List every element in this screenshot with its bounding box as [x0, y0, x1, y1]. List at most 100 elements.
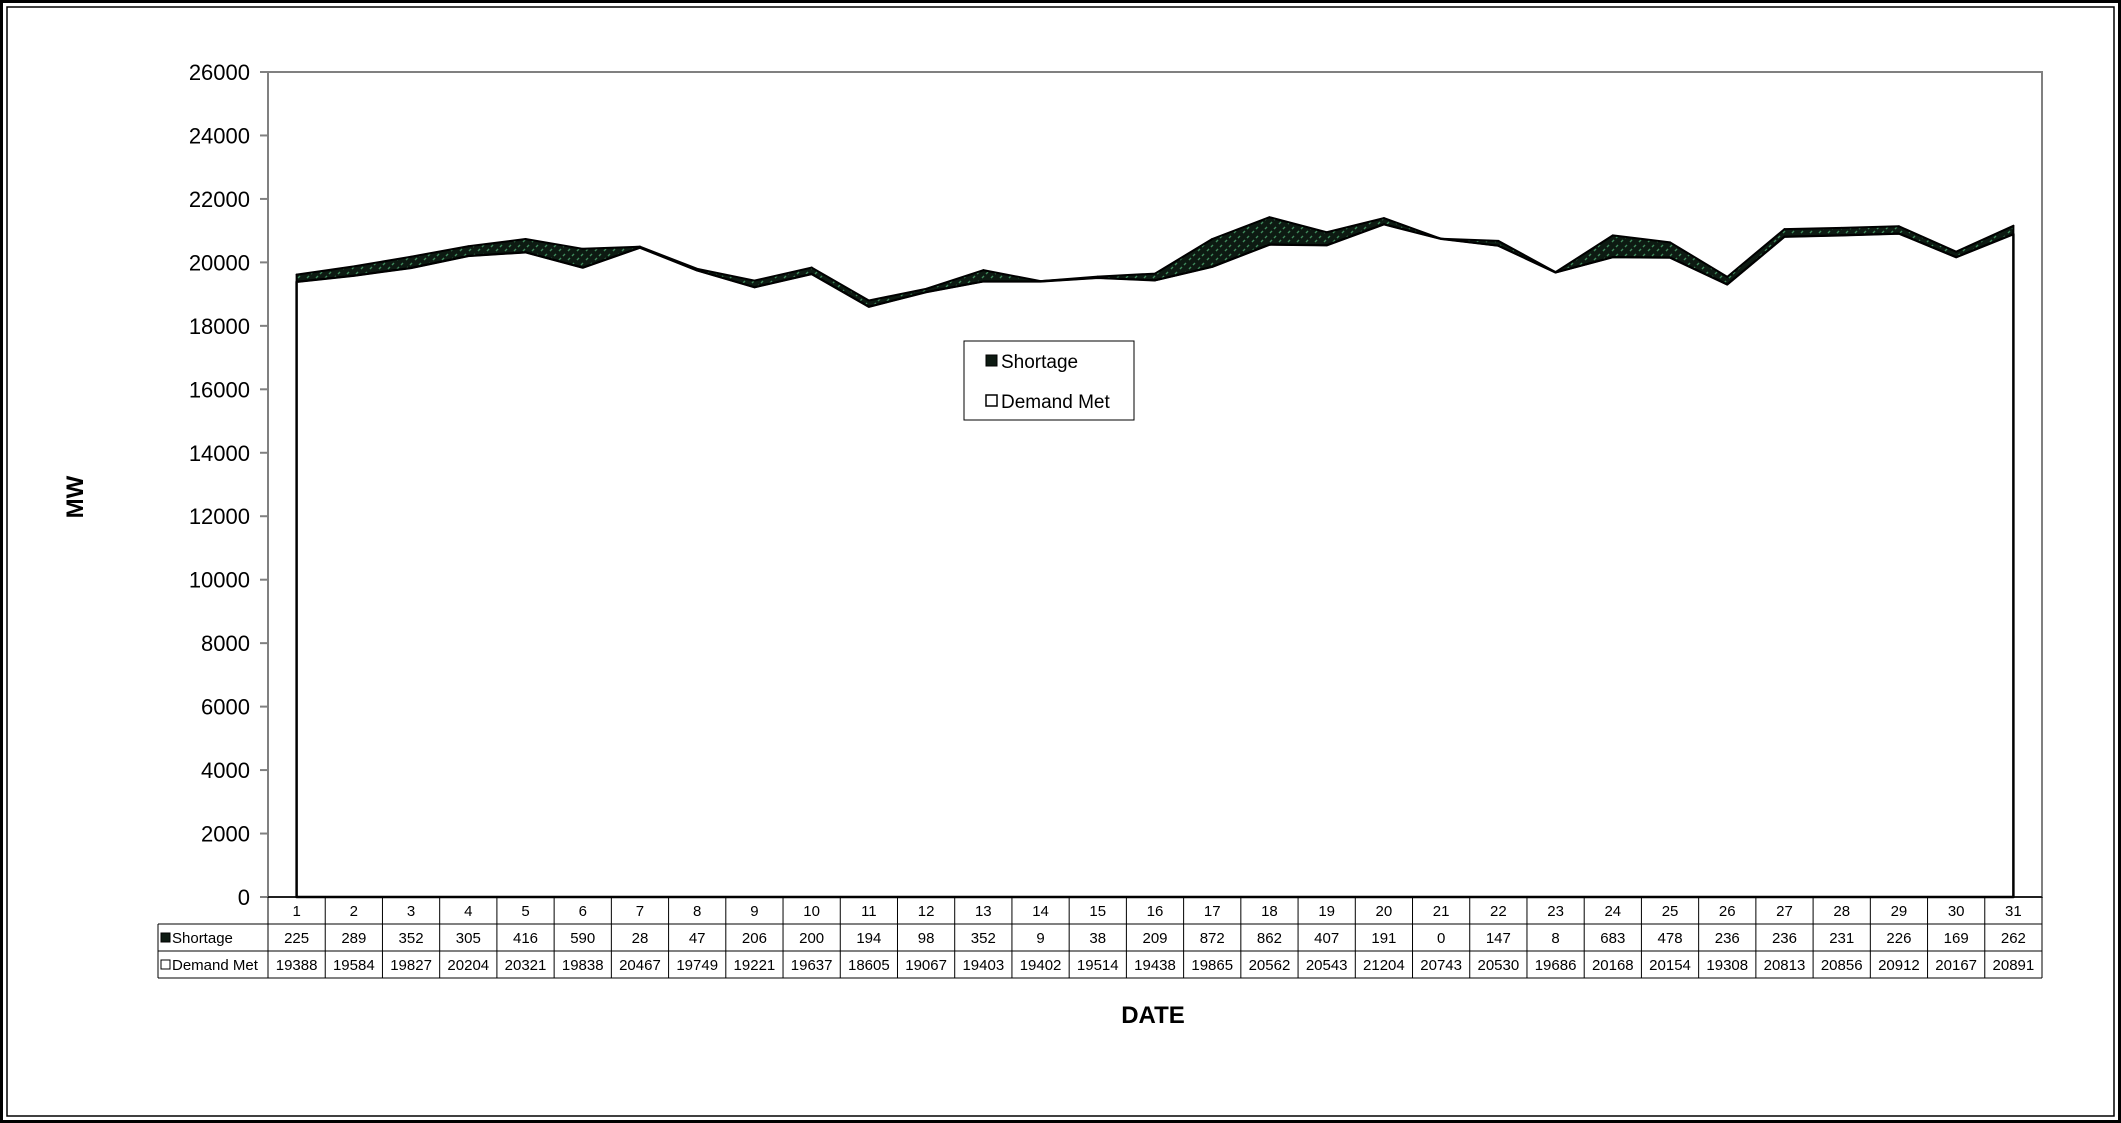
- legend-swatch-shortage: [985, 354, 998, 367]
- point-demand-met-2: [352, 274, 355, 277]
- point-shortage-21: [1440, 237, 1443, 240]
- table-cell: 8: [1551, 930, 1559, 947]
- table-cell: 225: [284, 930, 309, 947]
- table-cell: 289: [341, 930, 366, 947]
- y-tick-label: 0: [238, 885, 250, 910]
- table-cell: 20891: [1993, 957, 2035, 974]
- x-tick-label: 15: [1089, 903, 1106, 920]
- table-cell: 147: [1486, 930, 1511, 947]
- x-tick-label: 5: [521, 903, 529, 920]
- x-tick-label: 8: [693, 903, 701, 920]
- table-cell: 262: [2001, 930, 2026, 947]
- point-shortage-30: [1955, 250, 1958, 253]
- x-axis-title: DATE: [1121, 1002, 1185, 1029]
- table-cell: 478: [1658, 930, 1683, 947]
- data-table: 1 2 3 4 5 6 7 8 9 10 11 12 13 14 15 16 17 18 19 20 21 22 23 24 2…: [157, 896, 2043, 979]
- point-demand-met-22: [1497, 244, 1500, 247]
- x-tick-label: 16: [1147, 903, 1164, 920]
- legend-label-shortage: Shortage: [1001, 352, 1078, 373]
- table-cell: 47: [689, 930, 706, 947]
- table-cell: 169: [1944, 930, 1969, 947]
- x-tick-label: 27: [1776, 903, 1793, 920]
- table-cell: 19221: [734, 957, 776, 974]
- x-tick-label: 28: [1833, 903, 1850, 920]
- y-tick-label: 26000: [189, 60, 250, 85]
- point-shortage-10: [810, 266, 813, 269]
- table-cell: 19827: [390, 957, 432, 974]
- point-demand-met-31: [2012, 233, 2015, 236]
- table-cell: 191: [1371, 930, 1396, 947]
- point-shortage-13: [982, 269, 985, 272]
- table-cell: 352: [399, 930, 424, 947]
- table-cell: 416: [513, 930, 538, 947]
- table-cell: 98: [918, 930, 935, 947]
- point-demand-met-6: [581, 266, 584, 269]
- point-shortage-1: [295, 273, 298, 276]
- y-tick-label: 4000: [201, 758, 250, 783]
- table-cell: 20204: [447, 957, 489, 974]
- point-demand-met-10: [810, 272, 813, 275]
- point-demand-met-13: [982, 280, 985, 283]
- point-demand-met-20: [1382, 223, 1385, 226]
- table-cell: 236: [1715, 930, 1740, 947]
- x-tick-label: 23: [1547, 903, 1564, 920]
- point-demand-met-3: [410, 266, 413, 269]
- table-cell: 19584: [333, 957, 375, 974]
- table-cell: 20856: [1821, 957, 1863, 974]
- table-cell: 19308: [1706, 957, 1748, 974]
- table-cell: 206: [742, 930, 767, 947]
- x-tick-label: 12: [918, 903, 935, 920]
- x-tick-label: 26: [1719, 903, 1736, 920]
- point-shortage-27: [1783, 228, 1786, 231]
- table-cell: 20530: [1477, 957, 1519, 974]
- point-shortage-28: [1840, 226, 1843, 229]
- table-cell: 20154: [1649, 957, 1691, 974]
- table-cell: 19686: [1535, 957, 1577, 974]
- x-tick-label: 31: [2005, 903, 2022, 920]
- point-shortage-8: [696, 267, 699, 270]
- point-demand-met-9: [753, 286, 756, 289]
- point-shortage-16: [1154, 272, 1156, 275]
- table-cell: 19637: [791, 957, 833, 974]
- y-axis-title: MW: [62, 475, 89, 518]
- table-cell: 872: [1200, 930, 1225, 947]
- point-shortage-25: [1669, 241, 1672, 244]
- table-cell: 18605: [848, 957, 890, 974]
- point-demand-met-11: [867, 305, 870, 308]
- x-tick-label: 29: [1891, 903, 1908, 920]
- table-cell: 194: [856, 930, 881, 947]
- point-demand-met-24: [1611, 256, 1614, 259]
- table-cell: 590: [570, 930, 595, 947]
- y-tick-label: 18000: [189, 314, 250, 339]
- y-tick-label: 6000: [201, 695, 250, 720]
- legend-swatch-demand-met: [985, 394, 998, 407]
- legend: Shortage Demand Met: [963, 340, 1135, 421]
- table-cell: 19438: [1134, 957, 1176, 974]
- point-demand-met-30: [1955, 256, 1958, 259]
- table-cell: 200: [799, 930, 824, 947]
- y-tick-label: 8000: [201, 631, 250, 656]
- point-shortage-9: [753, 279, 756, 282]
- y-tick-label: 14000: [189, 441, 250, 466]
- table-cell: 20813: [1764, 957, 1806, 974]
- point-demand-met-17: [1211, 265, 1214, 268]
- point-shortage-19: [1325, 231, 1328, 234]
- x-tick-label: 17: [1204, 903, 1221, 920]
- point-shortage-6: [581, 247, 584, 250]
- table-cell: 20168: [1592, 957, 1634, 974]
- point-demand-met-8: [696, 269, 699, 272]
- point-demand-met-12: [925, 290, 928, 293]
- legend-box: [963, 340, 1135, 421]
- inner-border: [6, 6, 2115, 1117]
- x-tick-label: 7: [636, 903, 644, 920]
- table-cell: 236: [1772, 930, 1797, 947]
- x-tick-label: 19: [1318, 903, 1335, 920]
- table-row-header: Shortage: [172, 930, 233, 947]
- table-cell: 19388: [276, 957, 318, 974]
- y-tick-label: 22000: [189, 187, 250, 212]
- table-cell: 19403: [962, 957, 1004, 974]
- table-cell: 19514: [1077, 957, 1119, 974]
- table-cell: 0: [1437, 930, 1445, 947]
